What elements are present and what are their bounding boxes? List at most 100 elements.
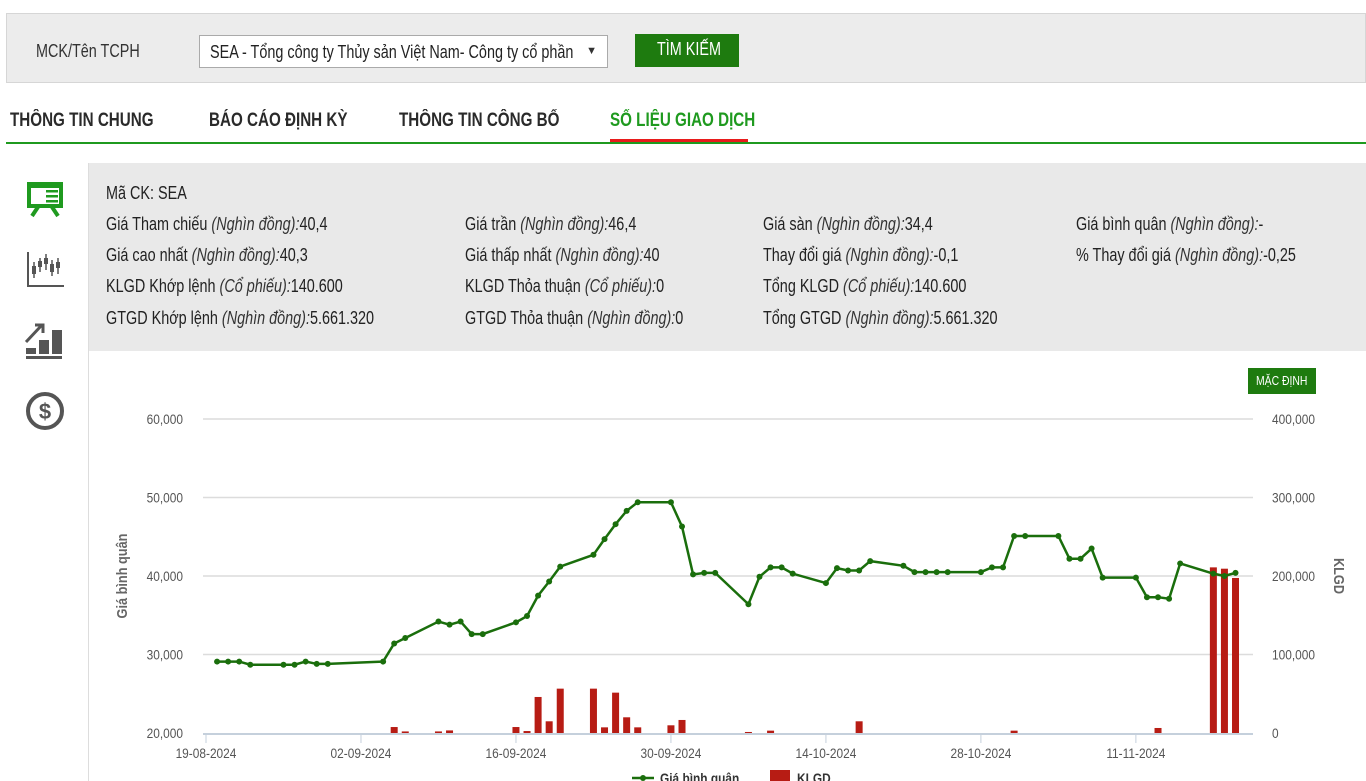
presentation-board-icon[interactable] (24, 178, 66, 220)
price-point[interactable] (380, 658, 387, 665)
volume-bar[interactable] (1232, 577, 1240, 733)
price-point[interactable] (479, 631, 486, 638)
legend[interactable]: Giá bình quân KLGD (632, 770, 831, 781)
price-point[interactable] (778, 564, 785, 571)
price-point[interactable] (457, 618, 464, 625)
growth-bar-chart-icon[interactable] (24, 320, 66, 362)
price-point[interactable] (557, 563, 564, 570)
tab-disclosures[interactable]: THÔNG TIN CÔNG BỐ (399, 110, 560, 131)
tab-general-info[interactable]: THÔNG TIN CHUNG (10, 110, 154, 131)
price-point[interactable] (391, 640, 398, 647)
price-point[interactable] (767, 564, 774, 571)
price-point[interactable] (856, 567, 863, 574)
price-point[interactable] (324, 660, 331, 667)
price-point[interactable] (546, 578, 553, 585)
volume-bar[interactable] (534, 696, 542, 733)
volume-bar[interactable] (1154, 727, 1162, 733)
price-point[interactable] (1066, 555, 1073, 562)
price-point[interactable] (712, 569, 719, 576)
price-point[interactable] (667, 499, 674, 506)
volume-bar[interactable] (1220, 568, 1228, 733)
price-point[interactable] (512, 619, 519, 626)
price-point[interactable] (291, 661, 298, 668)
price-point[interactable] (1143, 594, 1150, 601)
price-point[interactable] (1077, 555, 1084, 562)
search-button[interactable]: TÌM KIẾM (635, 34, 739, 67)
price-point[interactable] (1088, 545, 1095, 552)
volume-bar[interactable] (767, 730, 775, 733)
price-point[interactable] (1099, 574, 1106, 581)
volume-bar[interactable] (390, 727, 398, 733)
volume-bar[interactable] (512, 727, 520, 733)
price-point[interactable] (1221, 573, 1228, 579)
price-point[interactable] (435, 618, 442, 625)
dollar-coin-icon[interactable]: $ (24, 390, 66, 432)
price-point[interactable] (988, 564, 995, 571)
price-point[interactable] (446, 621, 453, 628)
volume-bar[interactable] (446, 730, 454, 733)
volume-bar[interactable] (855, 721, 863, 733)
price-point[interactable] (590, 551, 597, 558)
tab-trading-data[interactable]: SỐ LIỆU GIAO DỊCH (610, 110, 755, 142)
price-point[interactable] (313, 660, 320, 667)
volume-bar[interactable] (545, 721, 553, 733)
price-point[interactable] (1155, 594, 1162, 601)
price-point[interactable] (1000, 564, 1007, 571)
price-point[interactable] (535, 592, 542, 599)
price-point[interactable] (623, 507, 630, 514)
price-point[interactable] (214, 658, 221, 665)
price-point[interactable] (833, 565, 840, 572)
volume-bar[interactable] (634, 727, 642, 733)
price-point[interactable] (679, 523, 686, 530)
price-point[interactable] (236, 658, 243, 665)
price-point[interactable] (225, 658, 232, 665)
volume-bar[interactable] (1209, 567, 1217, 733)
price-point[interactable] (524, 613, 531, 620)
price-point[interactable] (1210, 570, 1217, 577)
price-point[interactable] (922, 569, 929, 576)
price-point[interactable] (1011, 532, 1018, 539)
price-point[interactable] (977, 569, 984, 576)
price-point[interactable] (302, 658, 309, 665)
price-point[interactable] (280, 661, 287, 668)
price-point[interactable] (634, 499, 641, 506)
price-point[interactable] (601, 536, 608, 543)
volume-bar[interactable] (601, 727, 609, 733)
volume-bar[interactable] (589, 688, 597, 733)
price-point[interactable] (247, 661, 254, 668)
volume-bar[interactable] (667, 725, 675, 733)
price-point[interactable] (745, 601, 752, 608)
volume-bar[interactable] (612, 692, 620, 733)
price-point[interactable] (756, 573, 763, 580)
company-select[interactable]: SEA - Tổng công ty Thủy sản Việt Nam- Cô… (199, 35, 608, 68)
price-point[interactable] (867, 558, 874, 565)
price-point[interactable] (1166, 595, 1173, 602)
price-point[interactable] (911, 569, 918, 576)
tab-periodic-reports[interactable]: BÁO CÁO ĐỊNH KỲ (209, 110, 348, 131)
price-point[interactable] (1132, 574, 1139, 581)
price-point[interactable] (1177, 560, 1184, 567)
price-point[interactable] (690, 571, 697, 578)
price-point[interactable] (612, 521, 619, 528)
price-point[interactable] (822, 580, 829, 587)
volume-bar[interactable] (523, 731, 531, 733)
price-point[interactable] (1232, 569, 1239, 576)
price-point[interactable] (701, 569, 708, 576)
volume-bar[interactable] (556, 688, 564, 733)
price-point[interactable] (845, 567, 852, 574)
price-point[interactable] (1055, 532, 1062, 539)
volume-bar[interactable] (623, 717, 631, 733)
default-view-button[interactable]: MẶC ĐỊNH (1248, 368, 1316, 394)
price-point[interactable] (1022, 532, 1029, 539)
volume-bar[interactable] (1010, 730, 1018, 733)
price-point[interactable] (468, 631, 475, 638)
volume-bar[interactable] (744, 731, 752, 733)
volume-bar[interactable] (678, 719, 686, 733)
price-point[interactable] (402, 635, 409, 642)
volume-bar[interactable] (434, 731, 442, 733)
price-point[interactable] (944, 569, 951, 576)
price-point[interactable] (900, 562, 907, 569)
candlestick-chart-icon[interactable] (24, 248, 66, 290)
price-point[interactable] (933, 569, 940, 576)
volume-bar[interactable] (401, 731, 409, 733)
